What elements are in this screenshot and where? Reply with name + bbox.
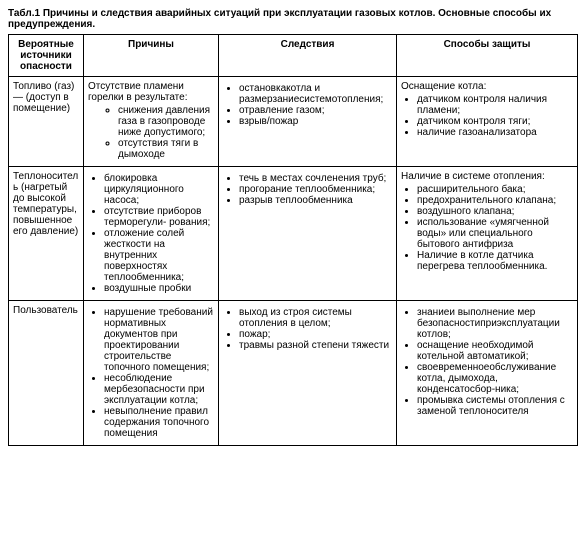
- list-item: отсутствие приборов терморегули- рования…: [104, 206, 214, 228]
- protection-intro: Оснащение котла:: [401, 81, 573, 92]
- main-table: Вероятные источники опасности Причины Сл…: [8, 34, 578, 446]
- list-item: промывка системы отопления с заменой теп…: [417, 395, 573, 417]
- table-row: Топливо (газ) — (доступ в помещение) Отс…: [9, 77, 578, 167]
- header-source: Вероятные источники опасности: [9, 35, 84, 77]
- protection-intro: Наличие в системе отопления:: [401, 171, 573, 182]
- list-item: использование «умягченной воды» или спец…: [417, 217, 573, 250]
- list-item: воздушного клапана;: [417, 206, 573, 217]
- list-item: предохранительного клапана;: [417, 195, 573, 206]
- list-item: течь в местах сочленения труб;: [239, 173, 392, 184]
- list-item: воздушные пробки: [104, 283, 214, 294]
- list-item: своевременноеобслуживание котла, дымоход…: [417, 362, 573, 395]
- list-item: расширительного бака;: [417, 184, 573, 195]
- cell-source: Топливо (газ) — (доступ в помещение): [9, 77, 84, 167]
- cell-effect: выход из строя системы отопления в целом…: [219, 301, 397, 446]
- list-item: снижения давления газа в газопроводе ниж…: [118, 105, 214, 138]
- list-item: разрыв теплообменника: [239, 195, 392, 206]
- list-item: знаниеи выполнение мер безопасностиприэк…: [417, 307, 573, 340]
- table-row: Пользователь нарушение требований нормат…: [9, 301, 578, 446]
- list-item: пожар;: [239, 329, 392, 340]
- cell-cause: блокировка циркуляционного насоса; отсут…: [84, 167, 219, 301]
- list-item: отсутствия тяги в дымоходе: [118, 138, 214, 160]
- list-item: невыполнение правил содержания топочного…: [104, 406, 214, 439]
- cell-effect: течь в местах сочленения труб; прогорани…: [219, 167, 397, 301]
- cell-protection: знаниеи выполнение мер безопасностиприэк…: [397, 301, 578, 446]
- list-item: Наличие в котле датчика перегрева теплоо…: [417, 250, 573, 272]
- cell-source: Пользователь: [9, 301, 84, 446]
- table-header-row: Вероятные источники опасности Причины Сл…: [9, 35, 578, 77]
- cell-protection: Наличие в системе отопления: расширитель…: [397, 167, 578, 301]
- list-item: отложение солей жесткости на внутренних …: [104, 228, 214, 283]
- table-title: Табл.1 Причины и следствия аварийных сит…: [8, 8, 577, 30]
- table-row: Теплоноситель (нагретый до высокой темпе…: [9, 167, 578, 301]
- list-item: травмы разной степени тяжести: [239, 340, 392, 351]
- list-item: датчиком контроля тяги;: [417, 116, 573, 127]
- list-item: остановкакотла и размерзаниесистемотопле…: [239, 83, 392, 105]
- header-effect: Следствия: [219, 35, 397, 77]
- cause-intro: Отсутствие пламени горелки в результате:: [88, 81, 214, 103]
- list-item: выход из строя системы отопления в целом…: [239, 307, 392, 329]
- list-item: взрыв/пожар: [239, 116, 392, 127]
- cell-cause: нарушение требований нормативных докумен…: [84, 301, 219, 446]
- list-item: оснащение необходимой котельной автомати…: [417, 340, 573, 362]
- list-item: наличие газоанализатора: [417, 127, 573, 138]
- cell-cause: Отсутствие пламени горелки в результате:…: [84, 77, 219, 167]
- list-item: прогорание теплообменника;: [239, 184, 392, 195]
- header-cause: Причины: [84, 35, 219, 77]
- header-protection: Способы защиты: [397, 35, 578, 77]
- list-item: датчиком контроля наличия пламени;: [417, 94, 573, 116]
- cell-effect: остановкакотла и размерзаниесистемотопле…: [219, 77, 397, 167]
- list-item: блокировка циркуляционного насоса;: [104, 173, 214, 206]
- cell-protection: Оснащение котла: датчиком контроля налич…: [397, 77, 578, 167]
- list-item: несоблюдение мербезопасности при эксплуа…: [104, 373, 214, 406]
- list-item: отравление газом;: [239, 105, 392, 116]
- list-item: нарушение требований нормативных докумен…: [104, 307, 214, 373]
- cell-source: Теплоноситель (нагретый до высокой темпе…: [9, 167, 84, 301]
